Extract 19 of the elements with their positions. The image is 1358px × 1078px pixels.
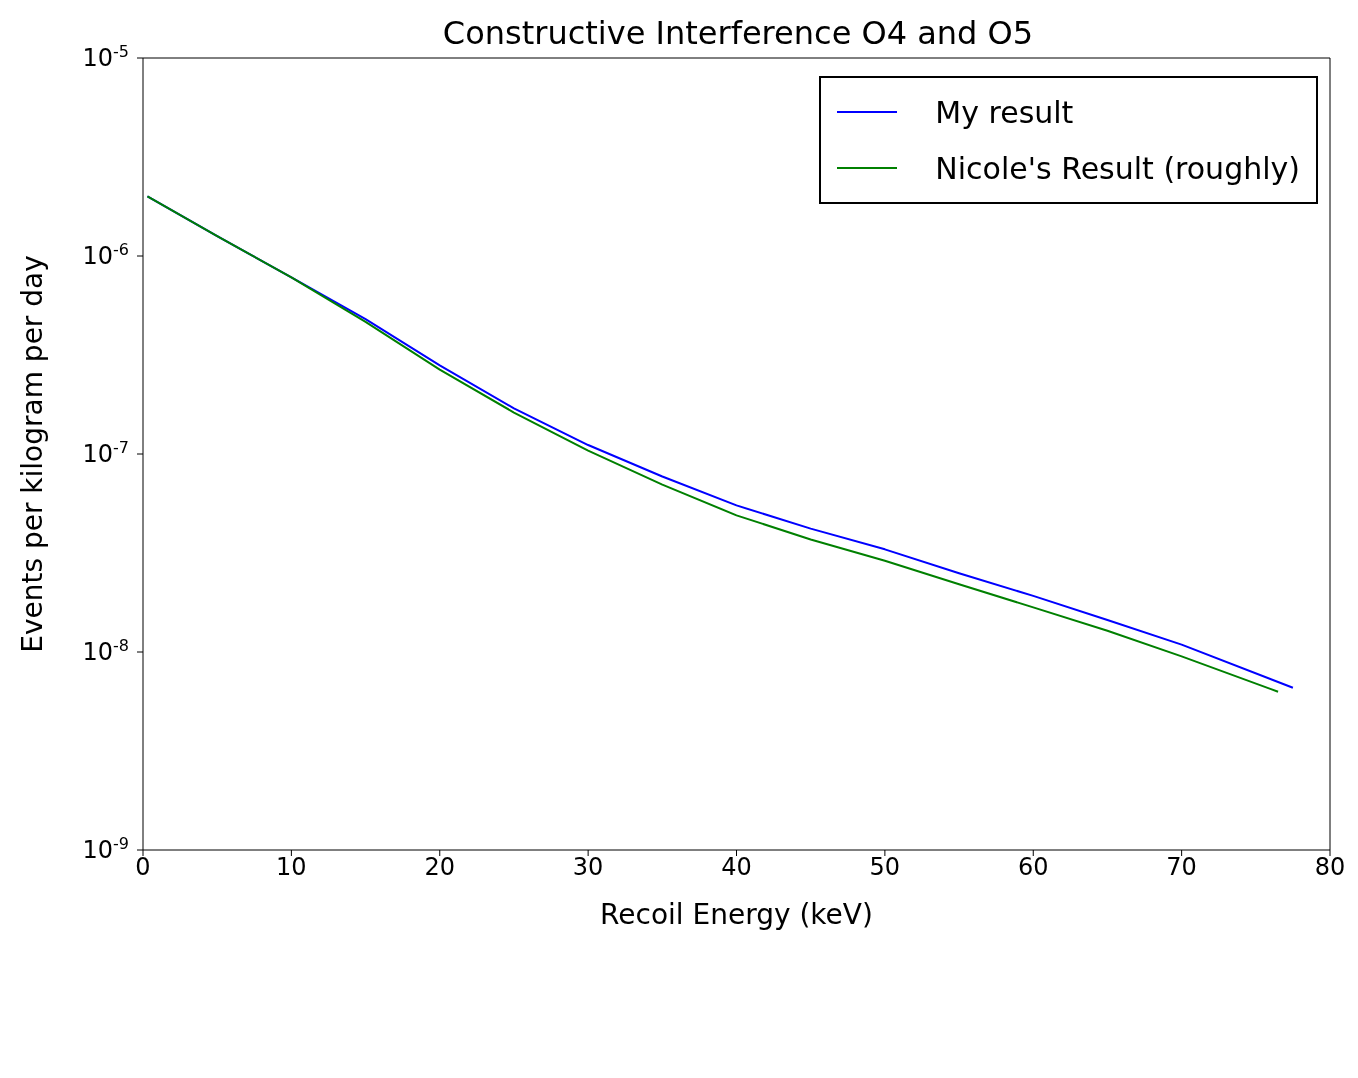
x-tick-label: 20 xyxy=(424,853,456,882)
x-tick-label: 10 xyxy=(276,853,307,882)
y-tick-label: 10$^{-5}$ xyxy=(82,41,129,72)
legend-label: Nicole's Result (roughly) xyxy=(935,150,1300,186)
chart-title: Constructive Interference O4 and O5 xyxy=(441,14,1035,52)
x-tick-label: 80 xyxy=(1314,853,1346,882)
x-tick-label: 70 xyxy=(1166,853,1197,882)
x-axis-title: Recoil Energy (keV) xyxy=(600,898,873,931)
y-tick-label: 10$^{-7}$ xyxy=(82,437,129,468)
x-tick-label: 40 xyxy=(721,853,752,882)
y-tick-label: 10$^{-6}$ xyxy=(82,239,129,270)
legend-label: My result xyxy=(935,94,1074,130)
x-tick-label: 50 xyxy=(869,853,901,882)
x-tick-label: 0 xyxy=(135,853,151,882)
y-axis-title: Events per kilogram per day xyxy=(15,255,49,653)
x-tick-label: 30 xyxy=(572,853,604,882)
y-tick-label: 10$^{-8}$ xyxy=(82,635,129,666)
x-tick-label: 60 xyxy=(1017,853,1049,882)
y-tick-label: 10$^{-9}$ xyxy=(82,833,129,864)
